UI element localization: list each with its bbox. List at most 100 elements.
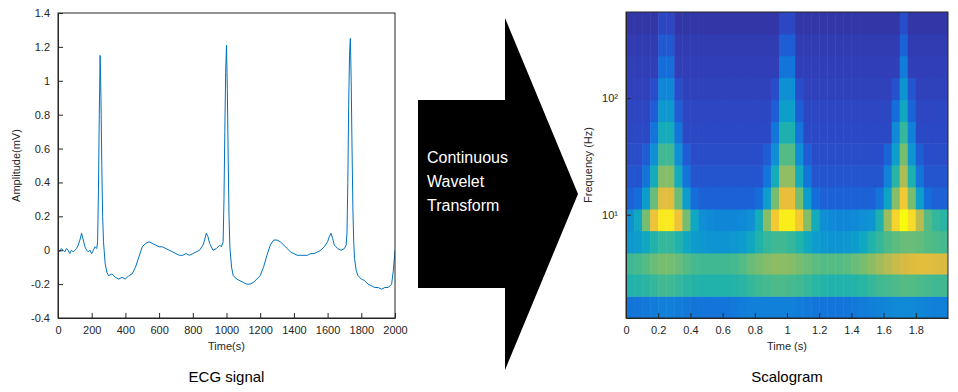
scalogram-cell xyxy=(908,122,917,144)
scalogram-cell xyxy=(715,143,724,165)
scalogram-cell xyxy=(843,122,852,144)
scalogram-cell xyxy=(884,12,893,34)
tick-mark xyxy=(58,81,63,82)
scalogram-cell xyxy=(916,56,925,78)
scalogram-cell xyxy=(811,296,820,318)
scalogram-cell xyxy=(626,34,635,56)
tick-label: 0.2 xyxy=(35,210,50,222)
scalogram-cell xyxy=(819,12,828,34)
scalogram-cell xyxy=(900,274,909,297)
scalogram-cell xyxy=(803,34,812,56)
tick: 1400 xyxy=(282,313,306,336)
scalogram-cell xyxy=(940,78,948,101)
scalogram-cell xyxy=(682,231,691,254)
scalogram-cell xyxy=(916,12,925,34)
tick: 0.2 xyxy=(651,313,666,336)
scalogram-cell xyxy=(868,34,877,56)
tick-label: 2000 xyxy=(383,324,407,336)
scalogram-cell xyxy=(779,34,788,56)
scalogram-cell xyxy=(763,143,772,165)
scalogram-cell xyxy=(811,56,820,78)
scalogram-cell xyxy=(851,56,860,78)
scalogram-cell xyxy=(690,34,699,56)
scalogram-cell xyxy=(908,274,917,297)
scalogram-cell xyxy=(795,143,804,165)
scalogram-cell xyxy=(666,56,675,78)
scalogram-cell xyxy=(884,296,893,318)
scalogram-cell xyxy=(884,122,893,144)
scalogram-cell xyxy=(771,78,780,101)
scalogram-cell xyxy=(626,100,635,122)
tick: 0.6 xyxy=(35,143,63,155)
scalogram-cell xyxy=(884,78,893,101)
scalogram-cell xyxy=(771,143,780,165)
scalogram-cell xyxy=(650,34,659,56)
scalogram-cell xyxy=(747,253,756,275)
scalogram-cell xyxy=(682,296,691,318)
scalogram-cell xyxy=(763,56,772,78)
scalogram-cell xyxy=(819,78,828,101)
scalogram-cell xyxy=(674,231,683,254)
scalogram-cell xyxy=(674,122,683,144)
plot-area xyxy=(626,12,948,318)
scalogram-cell xyxy=(900,187,909,210)
scalogram-cell xyxy=(707,165,716,187)
scalogram-cell xyxy=(851,165,860,187)
tick-label: 1200 xyxy=(248,324,272,336)
tick-mark xyxy=(851,313,852,318)
scalogram-cell xyxy=(859,122,868,144)
arrow-label: ContinuousWaveletTransform xyxy=(427,149,508,214)
scalogram-cell xyxy=(916,78,925,101)
scalogram-cell xyxy=(682,56,691,78)
scalogram-cell xyxy=(843,231,852,254)
scalogram-cell xyxy=(763,253,772,275)
tick-mark xyxy=(328,313,329,318)
scalogram-cell xyxy=(835,231,844,254)
scalogram-cell xyxy=(916,253,925,275)
scalogram-cell xyxy=(755,253,764,275)
scalogram-cell xyxy=(795,78,804,101)
scalogram-cell xyxy=(755,100,764,122)
scalogram-cell xyxy=(868,165,877,187)
scalogram-cell xyxy=(739,231,748,254)
scalogram-cell xyxy=(763,296,772,318)
scalogram-cell xyxy=(843,143,852,165)
scalogram-cell xyxy=(924,209,933,231)
scalogram-cell xyxy=(940,34,948,56)
scalogram-cell xyxy=(682,209,691,231)
scalogram-cell xyxy=(932,143,941,165)
scalogram-cell xyxy=(763,231,772,254)
scalogram-cell xyxy=(723,209,732,231)
scalogram-cell xyxy=(892,78,901,101)
scalogram-cell xyxy=(892,165,901,187)
scalogram-cell xyxy=(650,253,659,275)
scalogram-cell xyxy=(819,100,828,122)
scalogram-cell xyxy=(827,231,836,254)
scalogram-cell xyxy=(747,165,756,187)
scalogram-cell xyxy=(940,274,948,297)
scalogram-cell xyxy=(908,296,917,318)
scalogram-cell xyxy=(932,12,941,34)
scalogram-cell xyxy=(763,209,772,231)
scalogram-cell xyxy=(650,122,659,144)
scalogram-cell xyxy=(747,274,756,297)
scalogram-cell xyxy=(690,209,699,231)
scalogram-cell xyxy=(707,78,716,101)
scalogram-cell xyxy=(787,253,796,275)
tick-mark xyxy=(690,313,691,318)
scalogram-cell xyxy=(932,34,941,56)
scalogram-cell xyxy=(827,253,836,275)
scalogram-cell xyxy=(626,12,635,34)
scalogram-cell xyxy=(731,253,740,275)
scalogram-cell xyxy=(666,122,675,144)
scalogram-cell xyxy=(900,209,909,231)
scalogram-cell xyxy=(843,274,852,297)
scalogram-cell xyxy=(819,231,828,254)
plot-background xyxy=(58,13,395,318)
scalogram-cell xyxy=(924,143,933,165)
scalogram-cell xyxy=(731,12,740,34)
tick: 0.4 xyxy=(35,176,63,188)
scalogram-cell xyxy=(682,78,691,101)
tick-mark xyxy=(658,313,659,318)
scalogram-cell xyxy=(795,122,804,144)
